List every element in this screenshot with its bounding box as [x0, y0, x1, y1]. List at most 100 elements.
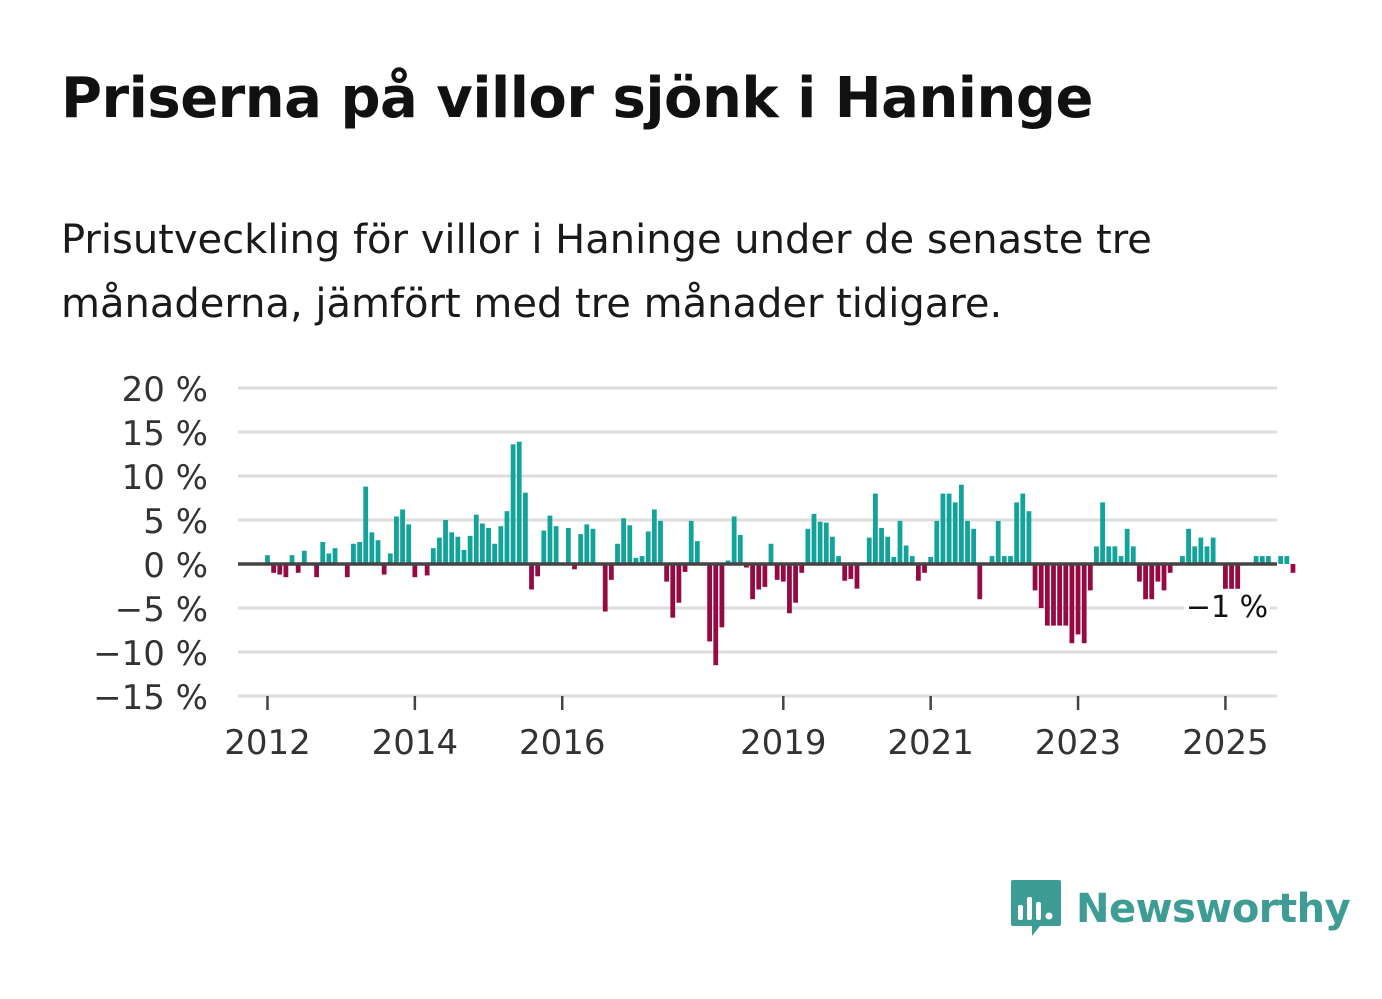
bar: [873, 493, 878, 564]
bar: [265, 555, 270, 564]
y-tick-label: 20 %: [122, 370, 208, 410]
bar: [645, 531, 651, 564]
bar: [621, 518, 627, 564]
bar: [1143, 564, 1148, 600]
bar: [1032, 564, 1038, 591]
bar: [615, 543, 620, 564]
bar: [799, 564, 805, 573]
x-tick-label: 2021: [887, 723, 974, 763]
y-tick-label: −10 %: [93, 634, 208, 674]
bar: [682, 564, 688, 572]
bar: [627, 525, 633, 564]
x-tick-label: 2023: [1035, 723, 1122, 763]
bar: [443, 520, 448, 564]
bar: [707, 564, 712, 642]
bar: [1137, 564, 1142, 582]
bar: [762, 564, 768, 587]
x-tick-label: 2016: [519, 723, 606, 763]
bar: [830, 536, 835, 564]
bar: [295, 564, 301, 573]
bar: [326, 553, 332, 564]
bar: [737, 534, 743, 564]
annotation-bg: [1184, 588, 1270, 627]
bar: [854, 564, 860, 589]
bar: [1069, 564, 1075, 644]
bar: [461, 549, 467, 564]
bar: [1180, 556, 1185, 564]
bar: [1063, 564, 1069, 626]
grid-lines: [238, 386, 1277, 698]
bar: [768, 543, 774, 564]
bar: [1192, 546, 1198, 564]
bar: [504, 511, 510, 564]
bar: [774, 564, 780, 580]
bar: [1167, 564, 1173, 573]
bar: [756, 564, 762, 590]
bar: [1161, 564, 1167, 591]
bar: [301, 550, 307, 564]
bar: [885, 536, 891, 564]
bar: [823, 522, 829, 564]
bar: [529, 564, 534, 590]
y-tick-label: 5 %: [143, 502, 208, 542]
bar: [1026, 511, 1032, 564]
bar: [467, 535, 473, 564]
bar: [1094, 546, 1099, 564]
bar: [357, 542, 362, 564]
bar: [412, 564, 418, 578]
bar: [565, 527, 571, 564]
bar: [1155, 564, 1161, 582]
bar: [639, 556, 645, 564]
bar: [547, 515, 553, 564]
page-subtitle: Prisutveckling för villor i Haninge unde…: [61, 217, 1152, 327]
bar: [744, 564, 749, 568]
bar: [455, 536, 461, 564]
bar: [1284, 556, 1290, 564]
bar: [375, 540, 381, 564]
y-tick-label: 15 %: [122, 414, 208, 454]
bar: [971, 528, 977, 564]
x-tick-label: 2012: [224, 723, 311, 763]
annotations: −1 %: [1184, 588, 1270, 627]
bar: [676, 564, 682, 603]
bar: [277, 564, 283, 575]
bar: [449, 532, 455, 564]
bar: [928, 556, 934, 564]
bar: [320, 542, 326, 564]
bar: [590, 528, 596, 564]
bar: [608, 564, 614, 580]
bar: [492, 543, 498, 564]
bar: [394, 516, 399, 564]
bar: [602, 564, 608, 612]
bar: [842, 564, 848, 581]
x-tick-label: 2014: [372, 723, 459, 763]
bar: [1100, 502, 1105, 564]
bar: [995, 520, 1001, 564]
bar: [1235, 564, 1241, 591]
bar: [314, 564, 319, 578]
bar: [516, 441, 522, 564]
bar: [1253, 556, 1259, 564]
bar: [381, 564, 387, 575]
bar: [811, 513, 817, 564]
bar: [498, 526, 504, 564]
y-tick-label: 10 %: [122, 458, 208, 498]
bar: [817, 521, 823, 564]
bar: [572, 564, 577, 570]
bar: [1130, 546, 1136, 564]
bar: [1223, 564, 1228, 600]
bar: [535, 564, 541, 577]
bar: [866, 537, 872, 564]
x-axis: 2012 2014 2016 2019 2021 2023 2025: [224, 696, 1269, 763]
bar: [1051, 564, 1056, 626]
bar: [836, 556, 841, 564]
bar: [1106, 546, 1112, 564]
bar: [344, 564, 350, 578]
bar: [1259, 556, 1265, 564]
bar: [1186, 528, 1191, 564]
bar: [965, 520, 970, 564]
bar: [934, 520, 940, 564]
bar: [633, 557, 639, 564]
bars: [265, 441, 1296, 666]
bar: [713, 564, 719, 666]
